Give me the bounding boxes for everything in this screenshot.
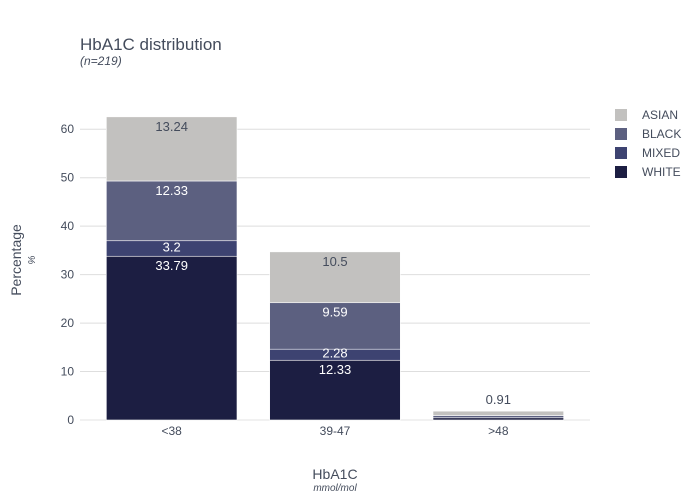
x-tick-label: <38 (161, 424, 182, 438)
data-label-mixed: 3.2 (163, 239, 181, 254)
legend-item-asian[interactable]: ASIAN (615, 108, 678, 122)
legend-label: ASIAN (642, 108, 678, 122)
data-label-white: 33.79 (155, 258, 188, 273)
x-axis-title: HbA1C (312, 466, 357, 482)
legend-label: MIXED (642, 146, 680, 160)
y-tick-label: 10 (61, 365, 75, 379)
x-axis-unit: mmol/mol (313, 483, 357, 494)
y-tick-label: 60 (61, 122, 75, 136)
y-tick-label: 20 (61, 316, 75, 330)
x-tick-label: 39-47 (320, 424, 351, 438)
bars (106, 116, 564, 421)
chart-subtitle: (n=219) (80, 54, 122, 68)
bar-segment-black[interactable] (432, 415, 564, 419)
data-label-black: 9.59 (322, 305, 347, 320)
x-axis-ticks: <38 39-47 >48 (161, 424, 508, 438)
bar-segment-white[interactable] (269, 359, 401, 421)
data-label-mixed: 2.28 (322, 346, 347, 361)
x-tick-label: >48 (488, 424, 509, 438)
data-label-asian: 13.24 (155, 119, 188, 134)
legend-item-white[interactable]: WHITE (615, 165, 681, 179)
bar-segment-asian[interactable] (269, 251, 401, 304)
chart-title: HbA1C distribution (80, 35, 222, 54)
legend-item-mixed[interactable]: MIXED (615, 146, 680, 160)
bar-segment-black[interactable] (269, 302, 401, 350)
bar-segment-white[interactable] (106, 255, 238, 421)
legend-swatch (615, 147, 627, 159)
data-label-white: 12.33 (319, 362, 352, 377)
legend-swatch (615, 128, 627, 140)
y-axis-ticks: 0 10 20 30 40 50 60 (61, 122, 75, 427)
bar-segment-asian[interactable] (106, 116, 238, 182)
y-tick-label: 0 (67, 413, 74, 427)
legend-label: WHITE (642, 165, 681, 179)
legend-swatch (615, 109, 627, 121)
y-tick-label: 50 (61, 171, 75, 185)
y-axis-unit: % (27, 255, 38, 264)
bar-segment-asian[interactable] (432, 410, 564, 416)
legend: ASIAN BLACK MIXED WHITE (615, 108, 681, 179)
legend-item-black[interactable]: BLACK (615, 127, 681, 141)
y-tick-label: 30 (61, 268, 75, 282)
y-tick-label: 40 (61, 219, 75, 233)
legend-swatch (615, 166, 627, 178)
legend-label: BLACK (642, 127, 681, 141)
data-label-black: 12.33 (155, 183, 188, 198)
bar-segment-black[interactable] (106, 180, 238, 242)
data-label-asian: 10.5 (322, 254, 347, 269)
data-label-asian: 0.91 (486, 392, 511, 407)
bar-segment-white[interactable] (432, 417, 564, 421)
y-axis-title: Percentage (8, 224, 24, 296)
